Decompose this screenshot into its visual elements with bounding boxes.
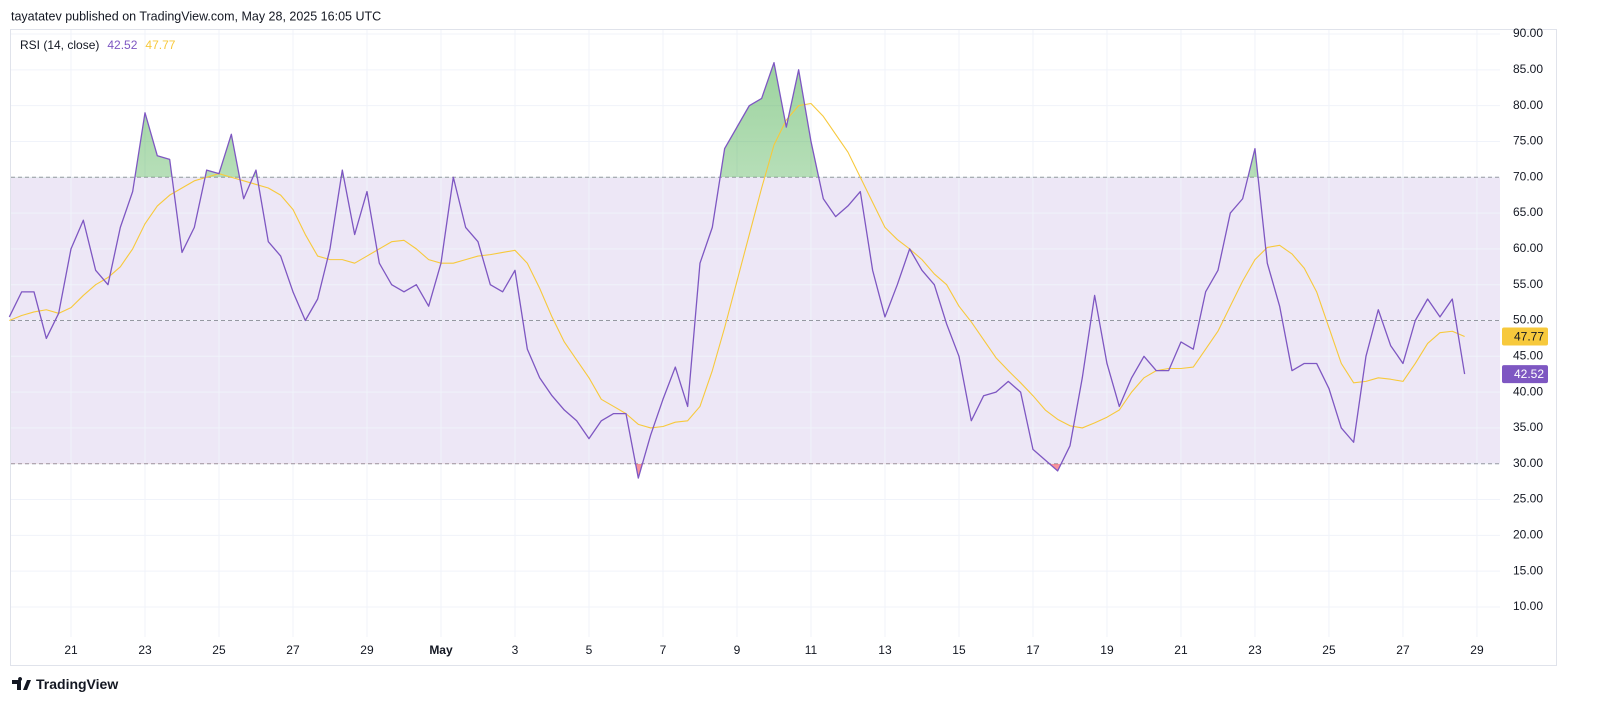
x-tick-label: 5: [586, 643, 593, 657]
rsi-ma-line: [9, 102, 1465, 429]
legend-title: RSI (14, close): [20, 38, 99, 52]
y-tick-label: 25.00: [1513, 492, 1543, 506]
header-text: tayatatev published on TradingView.com, …: [11, 9, 381, 23]
footer-logo: TradingView: [12, 676, 118, 692]
x-tick-label: 11: [805, 643, 818, 657]
y-tick-label: 65.00: [1513, 205, 1543, 219]
x-tick-label: 27: [286, 643, 300, 657]
x-tick-label: 7: [660, 643, 667, 657]
legend-value: 42.52: [107, 38, 137, 52]
last-value-label: 47.77: [1514, 330, 1544, 344]
x-tick-label: 19: [1100, 643, 1114, 657]
last-value-tag: [1502, 327, 1548, 346]
y-tick-label: 20.00: [1513, 528, 1543, 542]
chart-frame: [10, 29, 1557, 666]
y-tick-label: 15.00: [1513, 563, 1543, 577]
x-tick-label: 23: [1248, 643, 1262, 657]
y-tick-label: 70.00: [1513, 169, 1543, 183]
y-tick-label: 60.00: [1513, 241, 1543, 255]
y-tick-label: 40.00: [1513, 384, 1543, 398]
x-tick-label: 21: [64, 643, 78, 657]
last-value-tag: [1502, 365, 1548, 384]
legend-value: 47.77: [145, 38, 175, 52]
x-tick-label: May: [429, 643, 453, 657]
last-value-label: 42.52: [1514, 367, 1544, 381]
y-tick-label: 30.00: [1513, 456, 1543, 470]
y-tick-label: 90.00: [1513, 26, 1543, 40]
x-tick-label: 29: [360, 643, 374, 657]
y-tick-label: 45.00: [1513, 348, 1543, 362]
plot: 10.00 15.00 20.00 25.00 30.00 35.00 40.00 45.00…: [8, 26, 1548, 657]
y-tick-label: 80.00: [1513, 98, 1543, 112]
y-tick-label: 10.00: [1513, 599, 1543, 613]
x-tick-label: 27: [1396, 643, 1410, 657]
x-tick-label: 23: [138, 643, 152, 657]
y-tick-label: 85.00: [1513, 62, 1543, 76]
y-tick-label: 50.00: [1513, 313, 1543, 327]
x-tick-label: 3: [512, 643, 519, 657]
x-tick-label: 25: [212, 643, 226, 657]
rsi-line: [8, 62, 1466, 479]
x-tick-label: 15: [952, 643, 966, 657]
x-tick-label: 9: [734, 643, 741, 657]
footer-brand: TradingView: [36, 676, 118, 692]
y-tick-label: 75.00: [1513, 134, 1543, 148]
x-tick-label: 29: [1470, 643, 1484, 657]
x-tick-label: 21: [1174, 643, 1188, 657]
y-tick-label: 55.00: [1513, 277, 1543, 291]
x-tick-label: 13: [878, 643, 892, 657]
x-tick-label: 25: [1322, 643, 1336, 657]
x-tick-label: 17: [1026, 643, 1040, 657]
y-tick-label: 35.00: [1513, 420, 1543, 434]
